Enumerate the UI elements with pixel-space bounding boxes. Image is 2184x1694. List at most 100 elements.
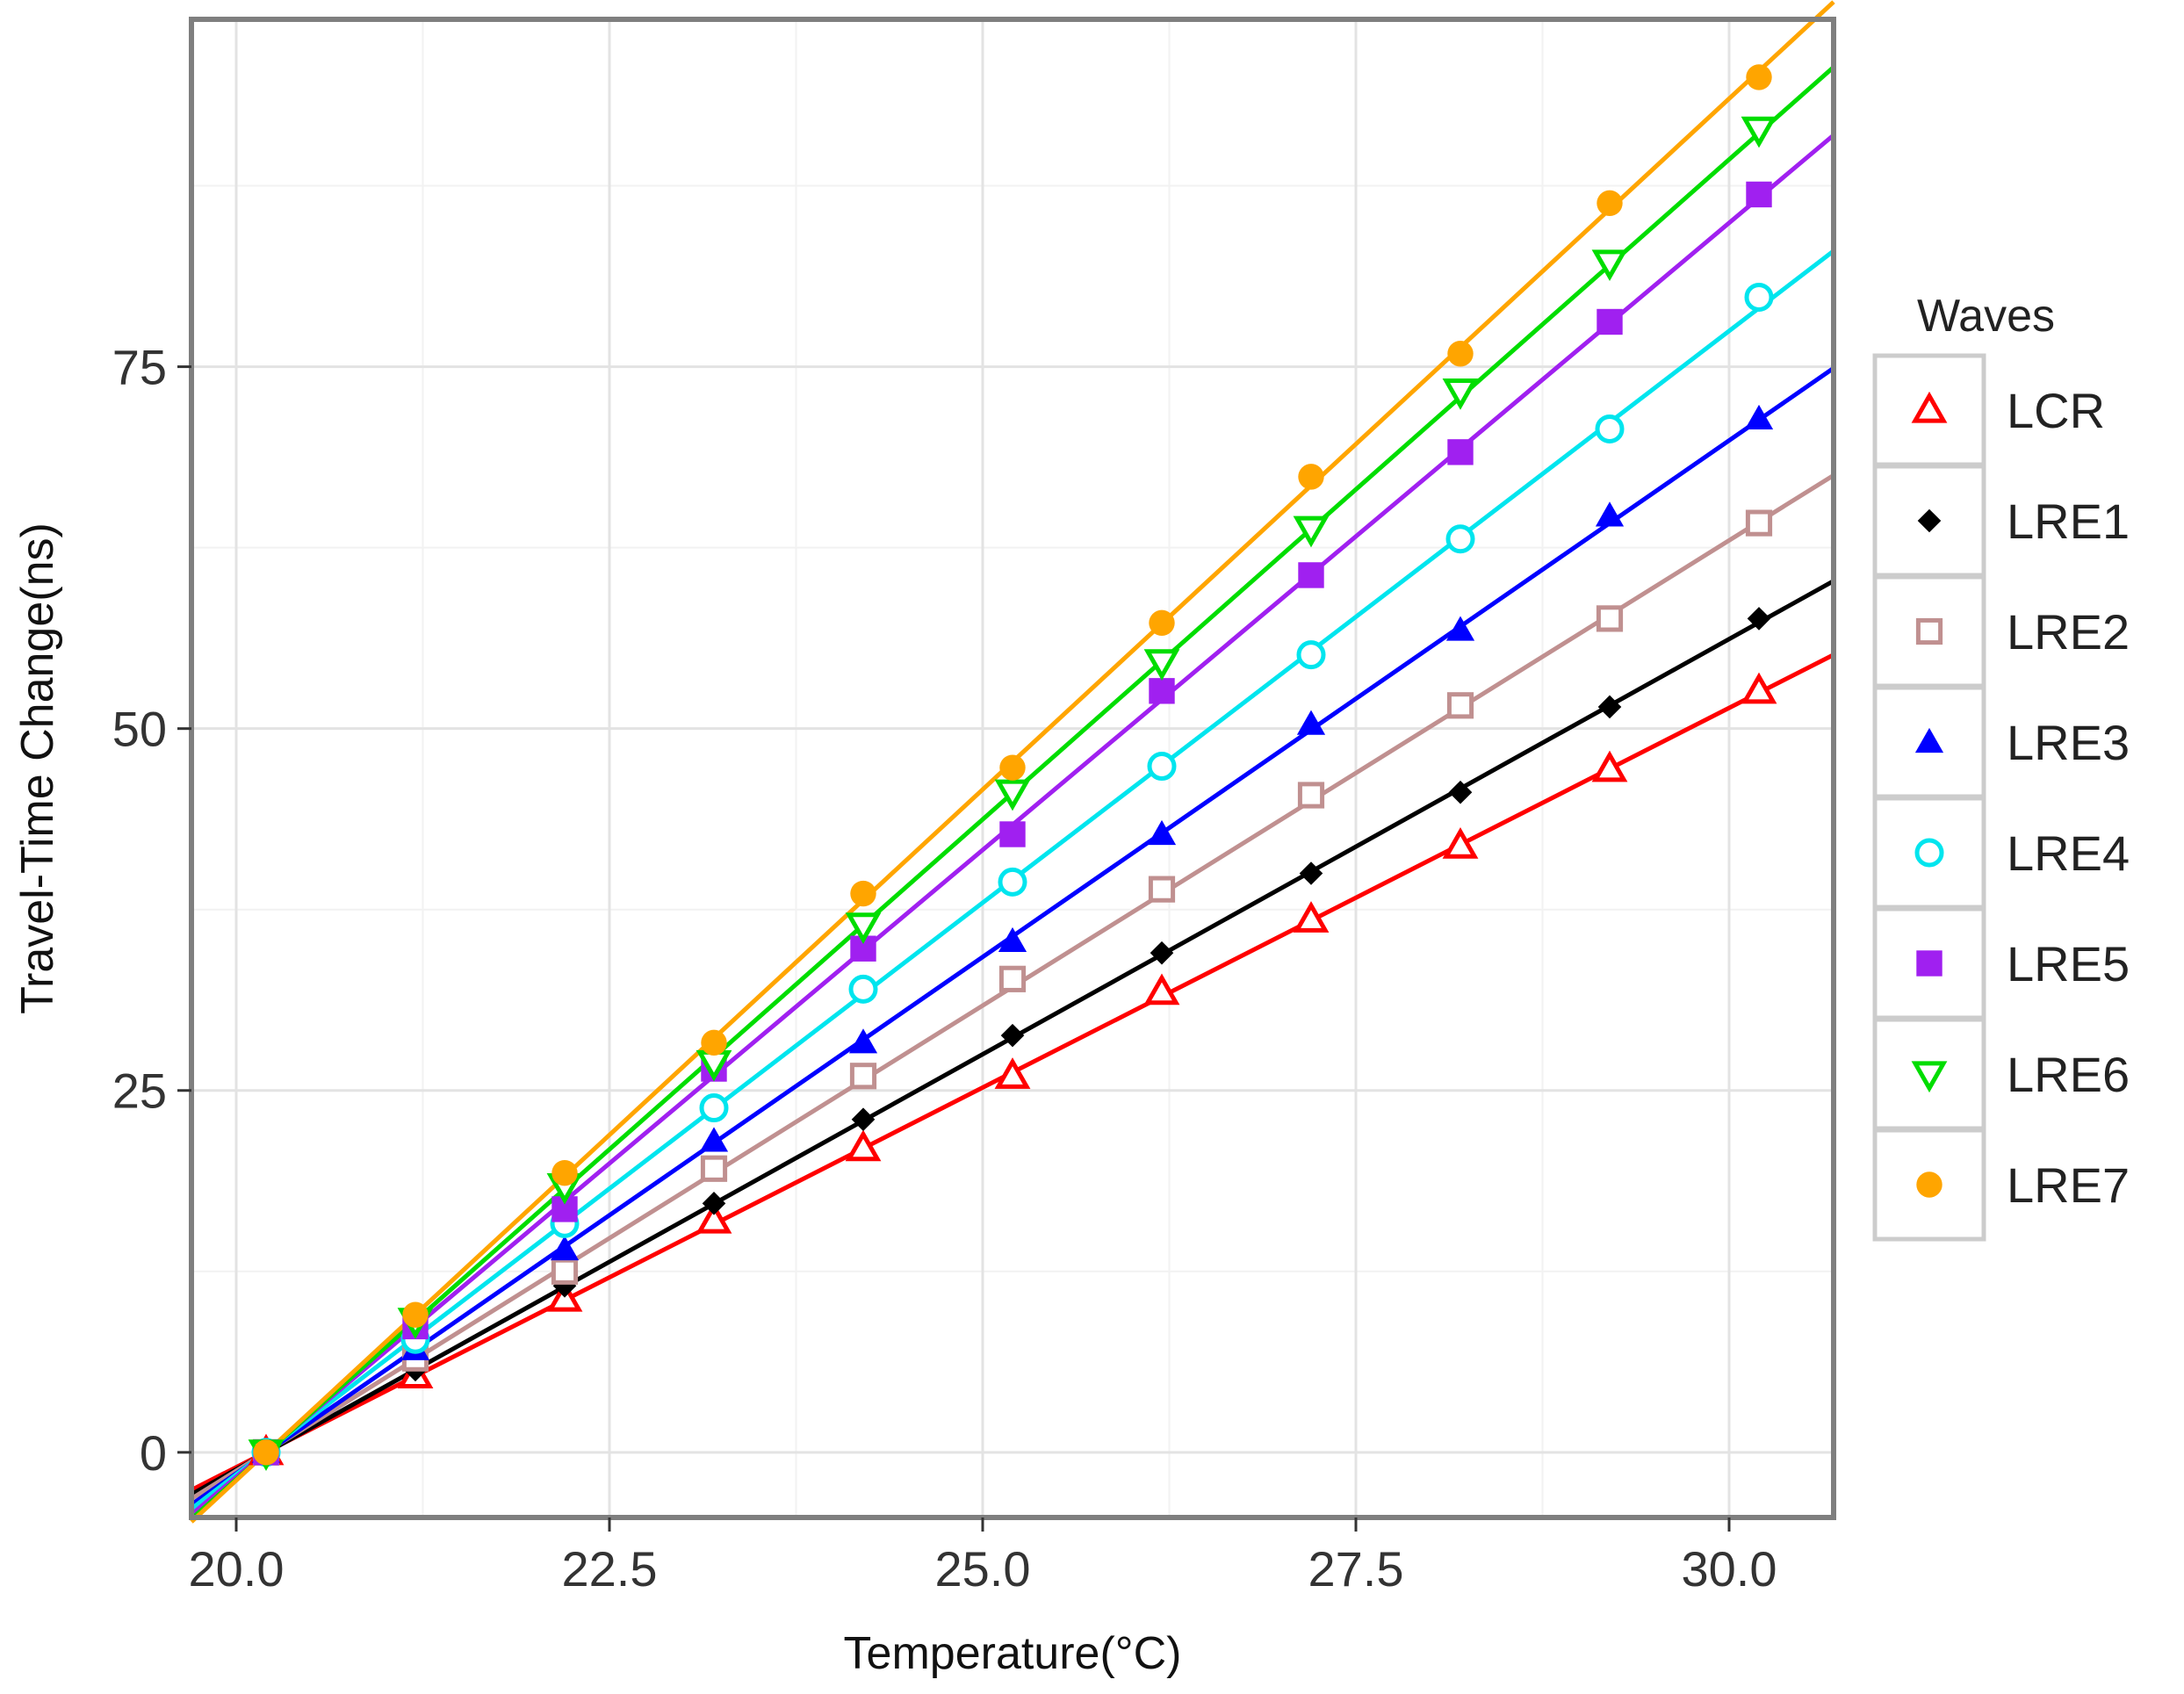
point-lre4 — [1147, 752, 1177, 782]
point-lre3 — [1744, 404, 1774, 430]
point-lre3 — [998, 926, 1027, 953]
point-lcr — [696, 1201, 732, 1234]
point-lcr — [845, 1129, 882, 1162]
x-tick-label: 27.5 — [1308, 1541, 1404, 1597]
legend-title: Waves — [1917, 291, 2055, 342]
point-lre7 — [1149, 609, 1175, 637]
point-lre4 — [1445, 524, 1475, 554]
legend-marker-lre5 — [1916, 950, 1943, 977]
point-lre7 — [1447, 341, 1474, 367]
point-lre1 — [1448, 780, 1473, 804]
legend-marker-lre1 — [1917, 508, 1942, 533]
y-tick-label: 50 — [112, 702, 167, 757]
x-tick-label: 30.0 — [1682, 1541, 1777, 1597]
point-lre4 — [1744, 282, 1774, 312]
point-lre2 — [998, 965, 1027, 992]
legend-label-lre6: LRE6 — [2007, 1047, 2130, 1102]
point-lre7 — [701, 1029, 727, 1056]
legend-label-lcr: LCR — [2007, 383, 2105, 438]
legend-label-lre1: LRE1 — [2007, 494, 2130, 549]
point-lre2 — [1596, 605, 1624, 632]
point-lre2 — [1446, 692, 1474, 719]
point-lre1 — [702, 1192, 726, 1215]
point-lre7 — [850, 880, 876, 907]
legend-marker-lre3 — [1914, 727, 1944, 753]
point-lre5 — [1597, 308, 1623, 335]
x-tick-label: 20.0 — [189, 1541, 285, 1597]
legend-marker-lcr — [1911, 391, 1948, 423]
point-lre2 — [700, 1155, 728, 1182]
point-lre2 — [1745, 509, 1773, 537]
point-lre6 — [1143, 649, 1180, 681]
legend-label-lre2: LRE2 — [2007, 604, 2130, 660]
point-lre7 — [551, 1160, 578, 1186]
point-lre6 — [1741, 116, 1777, 148]
point-lre4 — [1296, 640, 1326, 670]
point-lre7 — [1746, 64, 1772, 90]
point-lre5 — [999, 821, 1026, 847]
point-lre7 — [1298, 464, 1324, 490]
point-lre1 — [1747, 607, 1771, 631]
x-axis: 20.0 22.5 25.0 27.5 30.0 — [189, 1517, 1777, 1597]
y-axis: 0 25 50 75 — [112, 340, 191, 1481]
legend-label-lre5: LRE5 — [2007, 936, 2130, 991]
x-axis-title: Temperature(°C) — [844, 1628, 1182, 1679]
point-lre3 — [1445, 616, 1475, 641]
point-lre3 — [1147, 819, 1177, 846]
point-lre5 — [1298, 562, 1324, 588]
point-lre4 — [998, 867, 1027, 897]
point-lre6 — [994, 779, 1031, 811]
point-lre1 — [1597, 695, 1622, 719]
point-lre6 — [1442, 378, 1479, 410]
point-lre3 — [550, 1235, 580, 1261]
y-tick-label: 25 — [112, 1063, 167, 1119]
point-lcr — [1442, 827, 1479, 859]
point-lre7 — [999, 754, 1026, 781]
point-lre6 — [1591, 249, 1628, 282]
legend-label-lre7: LRE7 — [2007, 1157, 2130, 1213]
point-lcr — [1741, 672, 1777, 704]
point-lre2 — [1148, 876, 1176, 903]
point-lre4 — [1595, 414, 1625, 443]
y-tick-label: 75 — [112, 340, 167, 395]
point-lre5 — [1746, 181, 1772, 208]
point-lre7 — [1597, 190, 1623, 217]
point-lre3 — [848, 1028, 878, 1054]
point-lcr — [994, 1057, 1031, 1089]
x-tick-label: 22.5 — [562, 1541, 658, 1597]
point-lre1 — [1000, 1023, 1025, 1048]
point-lre4 — [699, 1093, 729, 1123]
legend-label-lre3: LRE3 — [2007, 715, 2130, 770]
x-tick-label: 25.0 — [935, 1541, 1031, 1597]
legend-label-lre4: LRE4 — [2007, 825, 2130, 881]
legend-marker-lre4 — [1914, 838, 1944, 868]
point-lre3 — [699, 1127, 729, 1152]
markers — [248, 64, 1777, 1471]
legend: LCR LRE1 LRE2 LRE3 LRE4 LRE5 LRE6 LRE7 — [1872, 353, 2130, 1242]
point-lcr — [1293, 901, 1330, 933]
y-axis-title: Travel-Time Change(ns) — [12, 523, 63, 1014]
point-lre4 — [848, 974, 878, 1004]
point-lre5 — [1149, 678, 1175, 704]
plot-border — [189, 17, 1836, 1520]
point-lre2 — [1297, 782, 1325, 809]
point-lre3 — [1296, 710, 1326, 735]
point-lcr — [1143, 973, 1180, 1006]
y-tick-label: 0 — [140, 1425, 167, 1481]
point-lre1 — [1299, 861, 1323, 885]
point-lcr — [1591, 750, 1628, 782]
legend-marker-lre2 — [1915, 617, 1943, 645]
point-lre1 — [1150, 941, 1174, 965]
point-lre6 — [1293, 515, 1330, 548]
point-lre1 — [851, 1107, 876, 1132]
legend-marker-lre6 — [1911, 1061, 1948, 1093]
point-lre7 — [402, 1301, 429, 1328]
legend-key-lre5 — [1872, 906, 1986, 1020]
legend-marker-lre7 — [1916, 1171, 1943, 1198]
point-lre7 — [253, 1439, 279, 1466]
point-lre2 — [849, 1063, 877, 1090]
point-lre6 — [845, 912, 882, 944]
point-lre2 — [551, 1258, 579, 1285]
point-lre3 — [1595, 501, 1625, 527]
